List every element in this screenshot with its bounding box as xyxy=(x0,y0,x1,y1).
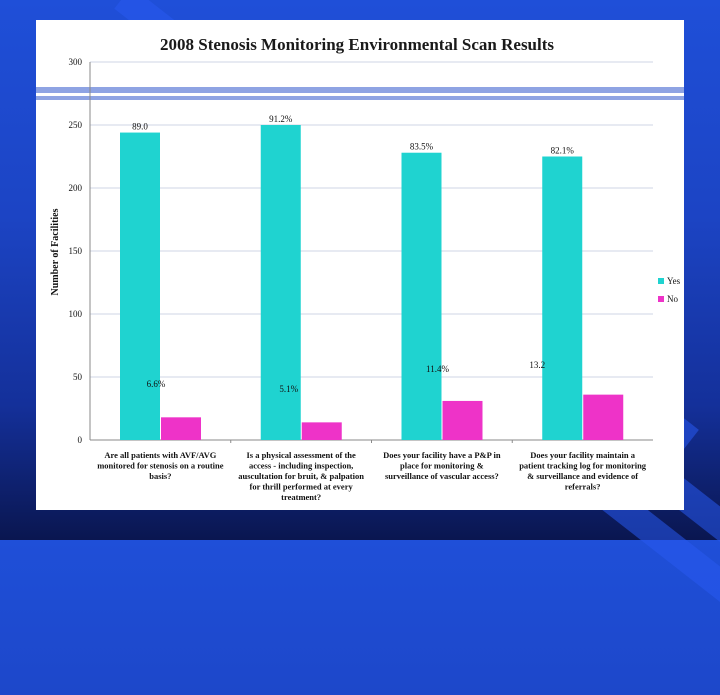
chart: 2008 Stenosis Monitoring Environmental S… xyxy=(36,35,684,502)
gridlines xyxy=(90,61,653,378)
y-tick-label: 150 xyxy=(69,246,83,256)
decorative-bar-top xyxy=(36,87,684,93)
data-label-yes-2: 91.2% xyxy=(269,114,293,124)
category-label-2-line-2: access - including inspection, xyxy=(249,461,353,471)
data-label-no-2: 5.1% xyxy=(279,384,298,394)
data-label-no-3: 11.4% xyxy=(426,364,449,374)
category-label-4-line-2: patient tracking log for monitoring xyxy=(519,461,647,471)
legend-label-no: No xyxy=(667,294,678,304)
data-label-yes-1: 89.0 xyxy=(132,122,148,132)
legend: Yes No xyxy=(658,276,681,304)
bar-yes-3 xyxy=(401,152,442,440)
category-label-1-line-1: Are all patients with AVF/AVG xyxy=(104,450,216,460)
y-tick-label: 200 xyxy=(69,183,83,193)
legend-label-yes: Yes xyxy=(667,276,681,286)
bar-no-4 xyxy=(583,394,624,440)
legend-swatch-yes xyxy=(658,278,664,284)
category-label-2-line-3: auscultation for bruit, & palpation xyxy=(238,471,364,481)
y-tick-label: 250 xyxy=(69,120,83,130)
chart-title: 2008 Stenosis Monitoring Environmental S… xyxy=(160,35,554,54)
y-tick-label: 0 xyxy=(78,435,83,445)
bar-no-2 xyxy=(301,422,342,440)
category-label-4-line-3: & surveillance and evidence of xyxy=(527,471,638,481)
y-tick-label: 300 xyxy=(69,57,83,67)
data-labels: 89.0 6.6% 91.2% 5.1% 83.5% 11.4% 82.1% 13.2 xyxy=(132,114,574,394)
category-label-4-line-1: Does your facility maintain a xyxy=(530,450,635,460)
category-label-4-line-4: referrals? xyxy=(565,482,601,492)
data-label-yes-3: 83.5% xyxy=(410,142,434,152)
legend-swatch-no xyxy=(658,296,664,302)
decorative-bar-bottom xyxy=(36,96,684,100)
category-label-3-line-3: surveillance of vascular access? xyxy=(385,471,499,481)
slide-number: 14 xyxy=(644,497,658,512)
bar-yes-2 xyxy=(260,125,301,440)
category-label-3-line-2: place for monitoring & xyxy=(400,461,484,471)
data-label-no-1: 6.6% xyxy=(147,379,166,389)
y-tick-label: 100 xyxy=(69,309,83,319)
bars xyxy=(120,125,624,440)
category-label-1-line-3: basis? xyxy=(149,471,171,481)
bar-no-1 xyxy=(161,417,201,440)
y-axis-ticks: 0 50 100 150 200 250 300 xyxy=(69,57,83,445)
category-label-2-line-5: treatment? xyxy=(281,492,321,502)
bar-yes-1 xyxy=(120,132,160,440)
category-label-2-line-4: for thrill performed at every xyxy=(250,482,354,492)
y-axis-title: Number of Facilities xyxy=(50,208,61,295)
data-label-no-4: 13.2 xyxy=(529,360,545,370)
y-tick-label: 50 xyxy=(73,372,83,382)
bar-yes-4 xyxy=(542,156,583,440)
category-label-3-line-1: Does your facility have a P&P in xyxy=(383,450,501,460)
bar-no-3 xyxy=(442,400,483,440)
category-label-1-line-2: monitored for stenosis on a routine xyxy=(97,461,224,471)
category-label-2-line-1: Is a physical assessment of the xyxy=(246,450,356,460)
data-label-yes-4: 82.1% xyxy=(551,146,575,156)
